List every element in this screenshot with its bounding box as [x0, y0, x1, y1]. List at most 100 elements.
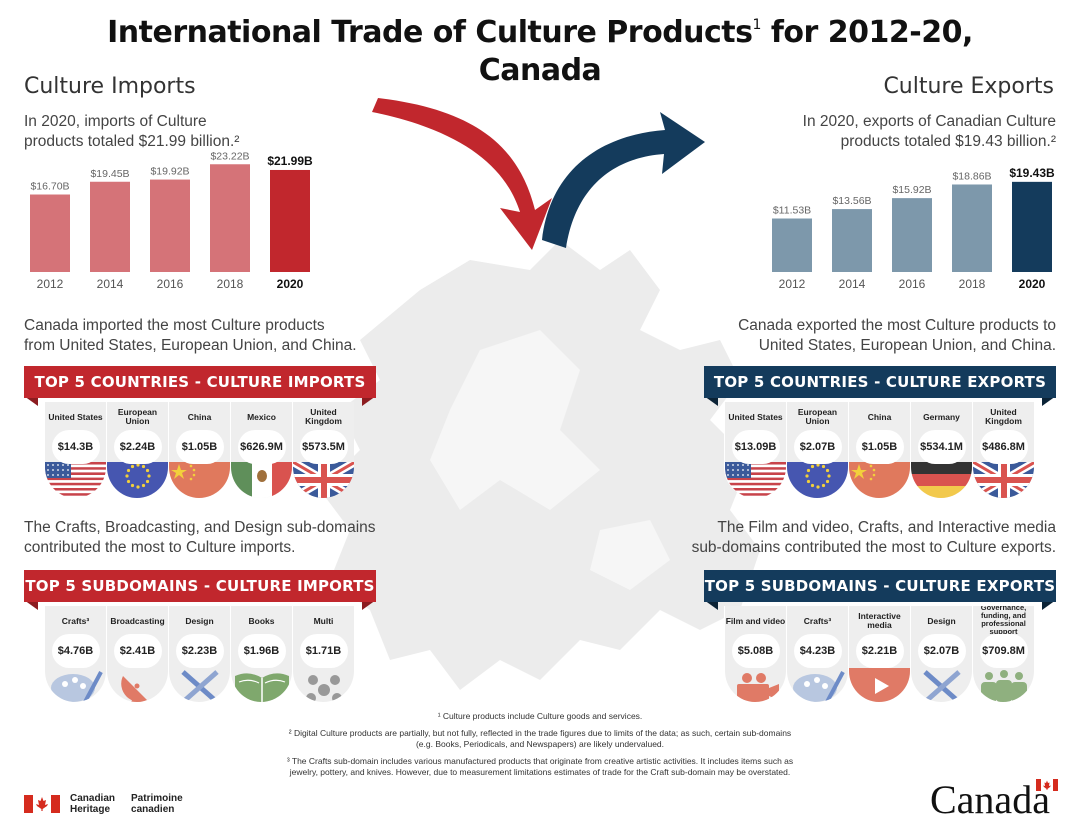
banner-fold [362, 600, 376, 610]
bar-2016 [892, 198, 932, 272]
card-label: Interactive media [858, 611, 901, 630]
us-flag-icon [725, 462, 786, 498]
wordmark-flag-icon [1036, 779, 1058, 791]
card-germany-flag: Germany $534.1M [910, 402, 972, 498]
card-value: $2.24B [113, 430, 162, 464]
banner-fold [704, 396, 718, 406]
x-tick-label: 2014 [97, 277, 124, 291]
card-value: $2.07B [917, 634, 966, 668]
us-flag-icon [45, 462, 106, 498]
bar-value-label: $19.92B [150, 166, 189, 178]
exports-heading: Culture Exports [883, 74, 1054, 99]
card-label: Design [185, 615, 214, 626]
palette-icon [45, 666, 106, 702]
x-tick-label: 2012 [37, 277, 64, 291]
card-uk-flag: United Kingdom $573.5M [292, 402, 354, 498]
bar-value-label: $21.99B [267, 154, 313, 168]
card-label: China [867, 411, 892, 422]
card-film-camera: Film and video $5.08B [724, 606, 786, 702]
trade-arrows-icon [372, 98, 705, 250]
card-value: $5.08B [731, 634, 780, 668]
bar-2020 [270, 169, 310, 272]
logo-text-fr: Patrimoine canadien [131, 793, 183, 815]
card-value: $573.5M [299, 430, 348, 464]
card-value: $4.76B [51, 634, 100, 668]
exports-subdomains-banner: TOP 5 SUBDOMAINS - CULTURE EXPORTS [704, 570, 1056, 602]
footnote-2: ² Digital Culture products are partially… [288, 728, 792, 749]
bar-value-label: $18.86B [952, 170, 991, 182]
footnote-3: ³ The Crafts sub-domain includes various… [286, 756, 794, 777]
card-label: Multi [313, 615, 334, 626]
card-open-book: Books $1.96B [230, 606, 292, 702]
bar-value-label: $13.56B [832, 195, 871, 207]
banner-fold [24, 600, 38, 610]
card-design-tools: Design $2.23B [168, 606, 230, 702]
bar-value-label: $23.22B [210, 150, 249, 162]
canada-wordmark: Canada [930, 777, 1050, 822]
card-label: Mexico [247, 411, 276, 422]
card-value: $1.71B [299, 634, 348, 668]
exports-lead: In 2020, exports of Canadian Culture prod… [802, 113, 1056, 150]
canadian-heritage-logo: Canadian Heritage Patrimoine canadien [24, 793, 183, 815]
card-uk-flag: United Kingdom $486.8M [972, 402, 1034, 498]
imports-heading: Culture Imports [24, 74, 196, 99]
imports-countries-cards: United States $14.3B European Union $2.24B C… [44, 402, 354, 498]
china-flag-icon [169, 462, 230, 498]
bar-value-label: $15.92B [892, 184, 931, 196]
logo-text-en: Canadian Heritage [70, 793, 116, 815]
canada-flag-icon [24, 795, 60, 813]
card-label: European Union [117, 407, 158, 426]
card-value: $626.9M [237, 430, 286, 464]
imports-bar-chart: $16.70B 2012 $19.45B 2014 $19.92B 2016 $23.22B… [20, 150, 320, 300]
bar-2012 [772, 218, 812, 272]
card-value: $4.23B [793, 634, 842, 668]
bar-value-label: $16.70B [30, 181, 69, 193]
design-tools-icon [169, 666, 230, 702]
open-book-icon [231, 666, 292, 702]
banner-fold [1042, 396, 1056, 406]
x-tick-label: 2016 [157, 277, 184, 291]
card-label: United Kingdom [985, 407, 1022, 426]
card-label: United States [48, 411, 103, 422]
film-camera-icon [725, 666, 786, 702]
imports-countries-text: Canada imported the most Culture product… [24, 317, 357, 354]
card-label: Governance, funding, and professional su… [980, 606, 1027, 636]
card-label: Books [248, 615, 275, 626]
exports-bar-chart: $11.53B 2012 $13.56B 2014 $15.92B 2016 $18.86B… [762, 160, 1062, 300]
card-value: $2.23B [175, 634, 224, 668]
card-us-flag: United States $13.09B [724, 402, 786, 498]
imports-subdomains-cards: Crafts³ $4.76B Broadcasting $2.41B Design $2.… [44, 606, 354, 702]
card-value: $534.1M [917, 430, 966, 464]
card-palette: Crafts³ $4.23B [786, 606, 848, 702]
germany-flag-icon [911, 462, 972, 498]
imports-countries-banner: TOP 5 COUNTRIES - CULTURE IMPORTS [24, 366, 376, 398]
card-china-flag: China $1.05B [848, 402, 910, 498]
bar-value-label: $19.45B [90, 168, 129, 180]
footnote-1: ¹ Culture products include Culture goods… [437, 711, 643, 721]
people-group-icon [973, 666, 1034, 702]
uk-flag-icon [293, 458, 354, 498]
card-label: United States [728, 411, 783, 422]
card-label: Germany [923, 411, 960, 422]
card-people-group: Governance, funding, and professional su… [972, 606, 1034, 702]
bar-2020 [1012, 181, 1052, 272]
imports-lead: In 2020, imports of Culture products tota… [24, 113, 240, 150]
exports-subdomains-cards: Film and video $5.08B Crafts³ $4.23B Interac… [724, 606, 1034, 702]
satellite-dish-icon [107, 666, 168, 702]
exports-countries-text: Canada exported the most Culture product… [738, 317, 1056, 354]
card-value: $709.8M [979, 634, 1028, 668]
exports-subdomains-text: The Film and video, Crafts, and Interact… [691, 519, 1056, 556]
mexico-flag-icon [231, 462, 292, 498]
banner-fold [1042, 600, 1056, 610]
x-tick-label: 2020 [277, 277, 304, 291]
x-tick-label: 2014 [839, 277, 866, 291]
multi-circles-icon [293, 666, 354, 702]
card-label: Broadcasting [110, 615, 165, 626]
exports-countries-cards: United States $13.09B European Union $2.07B… [724, 402, 1034, 498]
card-label: Design [927, 615, 956, 626]
bar-2014 [90, 181, 130, 272]
card-value: $1.96B [237, 634, 286, 668]
card-china-flag: China $1.05B [168, 402, 230, 498]
card-value: $2.41B [113, 634, 162, 668]
bar-2014 [832, 209, 872, 272]
